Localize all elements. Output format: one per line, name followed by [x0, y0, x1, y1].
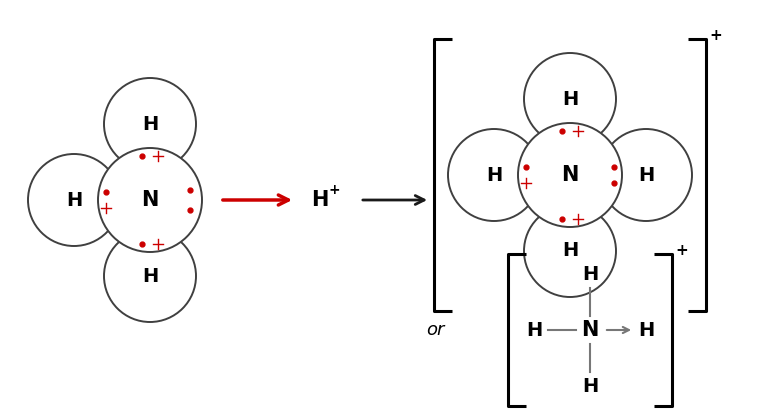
- Text: H: H: [638, 166, 654, 185]
- Text: H: H: [638, 321, 654, 339]
- Text: H: H: [66, 191, 82, 210]
- Circle shape: [524, 53, 616, 145]
- Circle shape: [98, 148, 202, 252]
- Text: H: H: [526, 321, 542, 339]
- Text: or: or: [425, 321, 444, 339]
- Circle shape: [600, 129, 692, 221]
- Text: +: +: [676, 242, 688, 258]
- Text: N: N: [141, 190, 159, 210]
- Circle shape: [28, 154, 120, 246]
- Text: H: H: [311, 190, 329, 210]
- Text: N: N: [581, 320, 599, 340]
- Text: H: H: [142, 266, 158, 286]
- Text: H: H: [562, 242, 578, 261]
- Text: H: H: [582, 265, 598, 284]
- Circle shape: [448, 129, 540, 221]
- Text: +: +: [328, 183, 339, 197]
- Circle shape: [104, 78, 196, 170]
- Text: +: +: [710, 28, 723, 42]
- Text: H: H: [142, 115, 158, 134]
- Circle shape: [524, 205, 616, 297]
- Circle shape: [104, 230, 196, 322]
- Text: N: N: [561, 165, 578, 185]
- Text: H: H: [562, 90, 578, 109]
- Text: H: H: [582, 376, 598, 395]
- Circle shape: [518, 123, 622, 227]
- Text: H: H: [486, 166, 502, 185]
